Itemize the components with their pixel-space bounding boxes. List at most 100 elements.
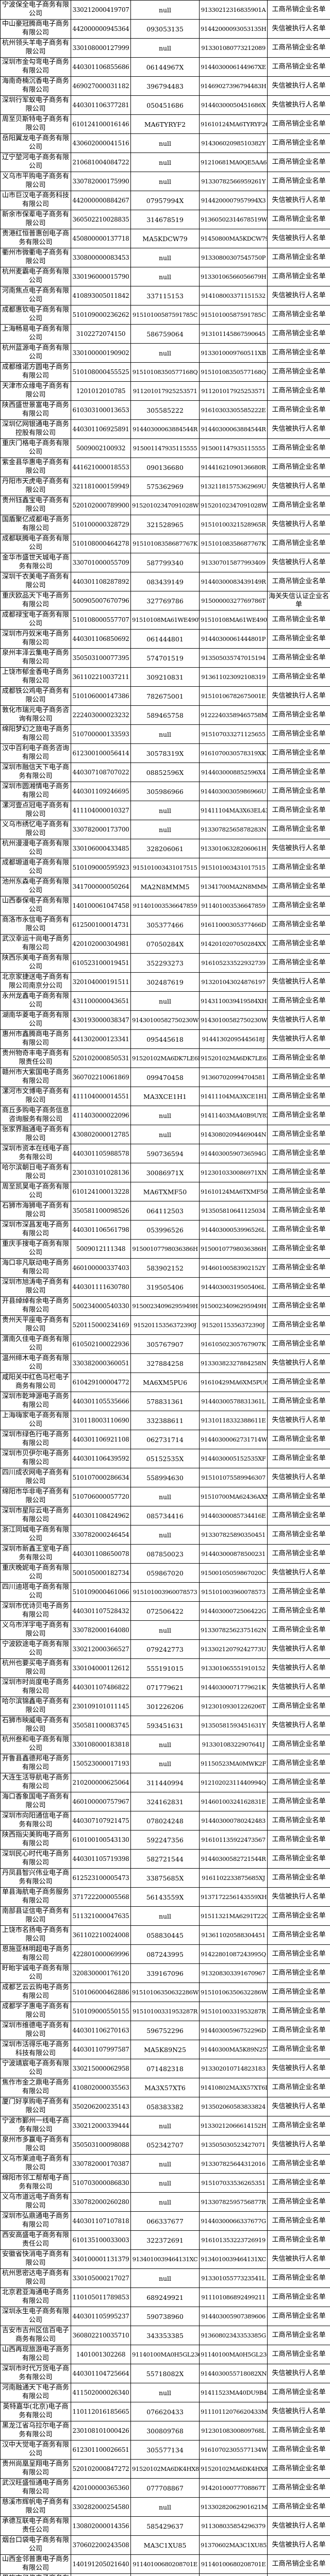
credit-code-cell: 911201017925253571 [199,381,268,401]
organization-code-cell: 91140100MA0H5GL236 [130,2345,200,2364]
list-type-cell: 失信被执行人名单 [267,2364,330,2383]
company-name-cell: 赣州市大紫国电子商务有限公司 [0,1067,71,1087]
company-name-cell: 海口非凡联动电子商务有限公司 [0,1258,71,1278]
registration-number-cell: 442000000884267 [71,191,131,210]
company-name-cell: 慈溪市辉帆电子商务有限公司 [0,2497,71,2517]
organization-code-cell: null [130,2173,200,2193]
company-name-cell: 厦门好享购电子商务有限公司 [0,2097,71,2116]
registration-number-cell: 330212000339444 [71,2116,131,2136]
registration-number-cell: 440301106270163 [71,2021,131,2040]
company-name-cell: 汉中大觉电子商务有限公司 [0,2440,71,2460]
company-name-cell: 单县海航电子商务服务有限公司 [0,1887,71,1907]
table-row: 焦作市金之鼎电子商务有限公司 410802000035563 MA3X57XT6 91… [0,2078,330,2097]
table-row: 盱眙宇诚电子商务有限公司 320830000176120 339167096 9132… [0,1963,330,1983]
registration-number-cell: 420100000365360 [71,2478,131,2498]
company-name-cell: 义乌市莱迪电子商务有限公司 [0,2154,71,2174]
registration-number-cell: 520102000789900 [71,496,131,515]
credit-code-cell: 91440300053996526L [199,1220,268,1240]
registration-number-cell: 330782000170387 [71,2154,131,2174]
table-row: 黑龙江省乌拉尔电子商务有限公司 230108101000426 300809768 9… [0,2421,330,2441]
registration-number-cell: 330800000083453 [71,248,131,267]
organization-code-cell: 071779621 [130,1677,200,1697]
organization-code-cell: 91510100331953287R [130,2002,200,2021]
company-name-cell: 岳阳翼龙电子商务有限公司 [0,133,71,153]
table-row: 恩施市亿俊电子商务有限公司422801000092664343411741914… [0,2573,330,2576]
registration-number-cell: 330382000360051 [71,1353,131,1373]
registration-number-cell: 440301107997587 [71,2040,131,2059]
company-name-cell: 商洛市永信电子商务有限公司 [0,915,71,935]
table-row: 深圳亿网银通电子商务控股有限公司 440301106925891 914403000… [0,419,330,439]
company-name-cell: 绵阳市邻工帮帮电子商务有限公司 [0,2173,71,2193]
organization-code-cell: null [130,1906,200,1926]
credit-code-cell: 91330782565878283N [199,820,268,839]
credit-code-cell: 91440300063884544R [199,419,268,439]
organization-code-cell: null [130,991,200,1011]
organization-code-cell: MA3X57XT6 [130,2078,200,2097]
registration-number-cell: 460100000757967 [71,1792,131,1811]
credit-code-cell: 91210202311440994Q [199,1773,268,1792]
company-name-cell: 周至凯昊电子商务有限公司 [0,1182,71,1201]
organization-code-cell: null [130,2497,200,2517]
registration-number-cell: 510109000461066 [71,1582,131,1602]
registration-number-cell: 140191205021640 [71,2554,131,2574]
credit-code-cell: 91330108322907641J [199,1735,268,1754]
registration-number-cell: 230108101000426 [71,2421,131,2441]
table-row: 深圳市优诗贝电子商务有限公司 440301107528432 072506422 91… [0,1601,330,1621]
company-name-cell: 宁波欧途电子商务有限公司 [0,1639,71,1659]
table-row: 慈溪市辉帆电子商务有限公司 330282000254580 null 91330282… [0,2497,330,2517]
organization-code-cell: 332388611 [130,1411,200,1430]
organization-code-cell: 085734416 [130,1506,200,1526]
table-row: 上海畅易电子商务有限公司 3102272074150 586759064 913101… [0,324,330,344]
credit-code-cell: 913307015877993409 [199,553,268,572]
table-row: 中山豪冠腾商电子商务有限公司 442000000945364 093053135 91… [0,19,330,39]
registration-number-cell: 330106000433485 [71,839,131,858]
organization-code-cell: 059867020 [130,1563,200,1583]
credit-code-cell: 913302010714823183 [199,2059,268,2078]
registration-number-cell: 350503100098088 [71,2135,131,2155]
registration-number-cell: 500234000540330 [71,1296,131,1316]
company-name-cell: 深圳市融信天下电子商务有限公司 [0,762,71,782]
organization-code-cell: null [130,248,200,267]
organization-code-cell: null [130,2268,200,2288]
credit-code-cell: 913611023092108319 [199,667,268,687]
organization-code-cell: 91510100587591785C [130,305,200,325]
organization-code-cell: 91500234096295949H [130,1296,200,1316]
list-type-cell: 工商吊销企业名单 [267,1754,330,1773]
registration-number-cell: 431100000043651 [71,991,131,1011]
list-type-cell: 工商吊销企业名单 [267,1620,330,1640]
credit-code-cell: 9137172256143559XH [199,1887,268,1907]
registration-number-cell: 330108000183818 [71,1735,131,1754]
organization-code-cell: 08852596X [130,762,200,782]
company-name-cell: 北京家捷送电子商务有限公司南京分公司 [0,972,71,992]
credit-code-cell: 91510106782675001E [199,686,268,706]
organization-code-cell: 093053135 [130,19,200,39]
list-type-cell: 失信被执行人名单 [267,76,330,96]
list-type-cell: 工商吊销企业名单 [267,1106,330,1125]
list-type-cell: 工商吊销企业名单 [267,953,330,973]
registration-number-cell: 520115000234169 [71,1315,131,1335]
company-name-cell: 河南融通天下电子商务有限公司 [0,2383,71,2402]
table-row: 漯河壹点冠电子商务有限公司 411104000010327 null 91411104… [0,801,330,820]
credit-code-cell: 91510100321528965R [199,515,268,534]
organization-code-cell: 30086971X [130,1163,200,1182]
registration-number-cell: 330104000112612 [71,1658,131,1678]
company-name-cell: 西安高盛电子商务有限责任公司 [0,2230,71,2250]
list-type-cell: 工商吊销企业名单 [267,801,330,820]
list-type-cell: 工商吊销企业名单 [267,1849,330,1869]
list-type-cell: 失信被执行人名单 [267,95,330,115]
list-type-cell: 工商吊销企业名单 [267,991,330,1011]
organization-code-cell: 396794483 [130,76,200,96]
organization-code-cell: 05152535X [130,1449,200,1468]
table-row: 成都联腾电子商务有限公司 510108000464278 9151010835868… [0,534,330,553]
registration-number-cell: 440301106921108 [71,1430,131,1449]
company-name-cell: 武汉幸运十尚电子商务有限公司 [0,934,71,954]
credit-code-cell: 91510700MA62436AXM [199,1487,268,1506]
organization-code-cell: 911201017925253571 [130,381,200,401]
organization-code-cell: 596752296 [130,2021,200,2040]
list-type-cell: 工商吊销企业名单 [267,743,330,763]
table-row: 深圳永生电子商务有限公司 440301105995237 590738960 9144… [0,2307,330,2326]
list-type-cell: 失信被执行人名单 [267,553,330,572]
table-row: 永州龙鑫电子商务有限公司 431100000043651 null 914311003… [0,991,330,1011]
company-name-cell: 成都惠钦电子商务有限公司 [0,305,71,325]
registration-number-cell: 330782000260280 [71,2192,131,2212]
